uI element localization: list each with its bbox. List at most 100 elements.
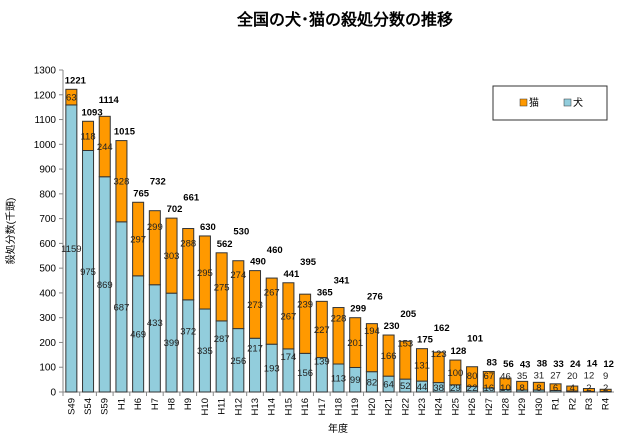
x-tick-label: H11 bbox=[217, 398, 228, 415]
legend bbox=[492, 85, 608, 121]
x-tick-label: H22 bbox=[400, 398, 411, 415]
data-label: 131 bbox=[414, 360, 430, 371]
data-label: 35 bbox=[517, 371, 528, 382]
data-label: 328 bbox=[114, 177, 130, 188]
y-tick-label: 900 bbox=[39, 165, 56, 176]
bar-cat bbox=[182, 228, 195, 301]
y-tick-label: 500 bbox=[39, 264, 56, 275]
data-label: 687 bbox=[114, 302, 130, 313]
total-label: 1015 bbox=[114, 127, 136, 138]
total-label: 562 bbox=[217, 239, 233, 250]
total-label: 732 bbox=[150, 177, 166, 188]
x-tick-label: R2 bbox=[567, 398, 578, 410]
chart-title: 全国の犬･猫の殺処分数の推移 bbox=[236, 10, 453, 29]
data-label: 273 bbox=[247, 300, 263, 311]
x-tick-label: R3 bbox=[584, 398, 595, 410]
y-tick-label: 700 bbox=[39, 214, 56, 225]
data-label: 27 bbox=[550, 371, 561, 382]
total-label: 341 bbox=[334, 276, 351, 287]
data-label: 46 bbox=[500, 371, 511, 382]
total-label: 43 bbox=[520, 359, 531, 370]
x-tick-label: H26 bbox=[467, 398, 478, 415]
total-label: 460 bbox=[267, 245, 283, 256]
data-label: 8 bbox=[536, 383, 541, 394]
x-tick-label: H10 bbox=[200, 398, 211, 415]
y-axis-label: 殺処分数(千頭) bbox=[4, 198, 17, 265]
y-tick-label: 0 bbox=[50, 388, 56, 399]
legend-label: 猫 bbox=[529, 96, 539, 109]
data-label: 299 bbox=[147, 222, 163, 233]
data-label: 12 bbox=[584, 371, 595, 382]
total-label: 1093 bbox=[81, 107, 102, 118]
bar-cat bbox=[299, 293, 312, 354]
x-tick-label: H8 bbox=[167, 398, 178, 410]
data-label: 9 bbox=[603, 371, 608, 382]
total-label: 441 bbox=[283, 269, 300, 280]
bar-cat bbox=[232, 260, 245, 330]
data-label: 80 bbox=[467, 371, 478, 382]
bar-cat bbox=[532, 381, 545, 391]
x-tick-label: H19 bbox=[350, 398, 361, 415]
data-label: 139 bbox=[314, 356, 330, 367]
y-tick-label: 600 bbox=[39, 239, 56, 250]
data-label: 274 bbox=[230, 270, 246, 281]
data-label: 869 bbox=[97, 280, 113, 291]
total-label: 276 bbox=[367, 292, 383, 303]
bar-cat bbox=[582, 388, 595, 393]
bar-cat bbox=[65, 88, 78, 106]
total-label: 765 bbox=[133, 188, 150, 199]
data-label: 63 bbox=[66, 93, 77, 104]
total-label: 14 bbox=[587, 359, 598, 370]
bar-cat bbox=[198, 235, 211, 310]
total-label: 299 bbox=[350, 304, 366, 315]
data-label: 44 bbox=[417, 382, 428, 393]
total-label: 205 bbox=[400, 309, 417, 320]
data-label: 267 bbox=[264, 288, 280, 299]
x-tick-label: R1 bbox=[551, 398, 562, 410]
x-tick-label: H7 bbox=[150, 398, 161, 410]
x-tick-label: S49 bbox=[66, 398, 77, 415]
y-tick-label: 100 bbox=[39, 363, 56, 374]
legend-swatch bbox=[563, 98, 572, 107]
total-label: 83 bbox=[486, 357, 497, 368]
x-tick-label: H29 bbox=[517, 398, 528, 415]
bar-cat bbox=[499, 377, 512, 391]
bar-cat bbox=[265, 277, 278, 345]
data-label: 2 bbox=[586, 383, 591, 394]
bar-cat bbox=[566, 385, 579, 392]
x-tick-label: H15 bbox=[283, 398, 294, 415]
x-tick-label: H28 bbox=[500, 398, 511, 415]
x-tick-label: H14 bbox=[267, 398, 278, 415]
data-label: 29 bbox=[450, 383, 461, 394]
y-tick-label: 1300 bbox=[34, 66, 57, 77]
x-tick-label: H24 bbox=[434, 398, 445, 415]
bar-cat bbox=[516, 380, 529, 391]
total-label: 530 bbox=[233, 227, 249, 238]
total-label: 1221 bbox=[65, 75, 87, 86]
total-label: 12 bbox=[603, 359, 614, 370]
bar-cat bbox=[82, 120, 95, 151]
total-label: 490 bbox=[250, 257, 266, 268]
total-label: 33 bbox=[553, 359, 564, 370]
x-tick-label: H13 bbox=[250, 398, 261, 415]
data-label: 118 bbox=[80, 131, 95, 142]
data-label: 1159 bbox=[61, 244, 81, 255]
data-label: 239 bbox=[297, 299, 313, 310]
x-tick-label: H23 bbox=[417, 398, 428, 415]
bar-cat bbox=[315, 300, 328, 359]
bar-cat bbox=[115, 140, 128, 223]
legend-swatch bbox=[519, 98, 528, 107]
data-label: 166 bbox=[381, 351, 397, 362]
x-tick-label: H18 bbox=[334, 398, 345, 415]
bar-cat bbox=[98, 115, 111, 178]
data-label: 82 bbox=[367, 377, 378, 388]
bar-dog bbox=[215, 320, 228, 393]
total-label: 101 bbox=[467, 334, 484, 345]
total-label: 1114 bbox=[99, 95, 120, 106]
bar-cat bbox=[415, 348, 428, 382]
bar-cat bbox=[148, 210, 161, 286]
data-label: 52 bbox=[400, 381, 411, 392]
bar-cat bbox=[249, 270, 262, 339]
x-tick-label: H17 bbox=[317, 398, 328, 415]
